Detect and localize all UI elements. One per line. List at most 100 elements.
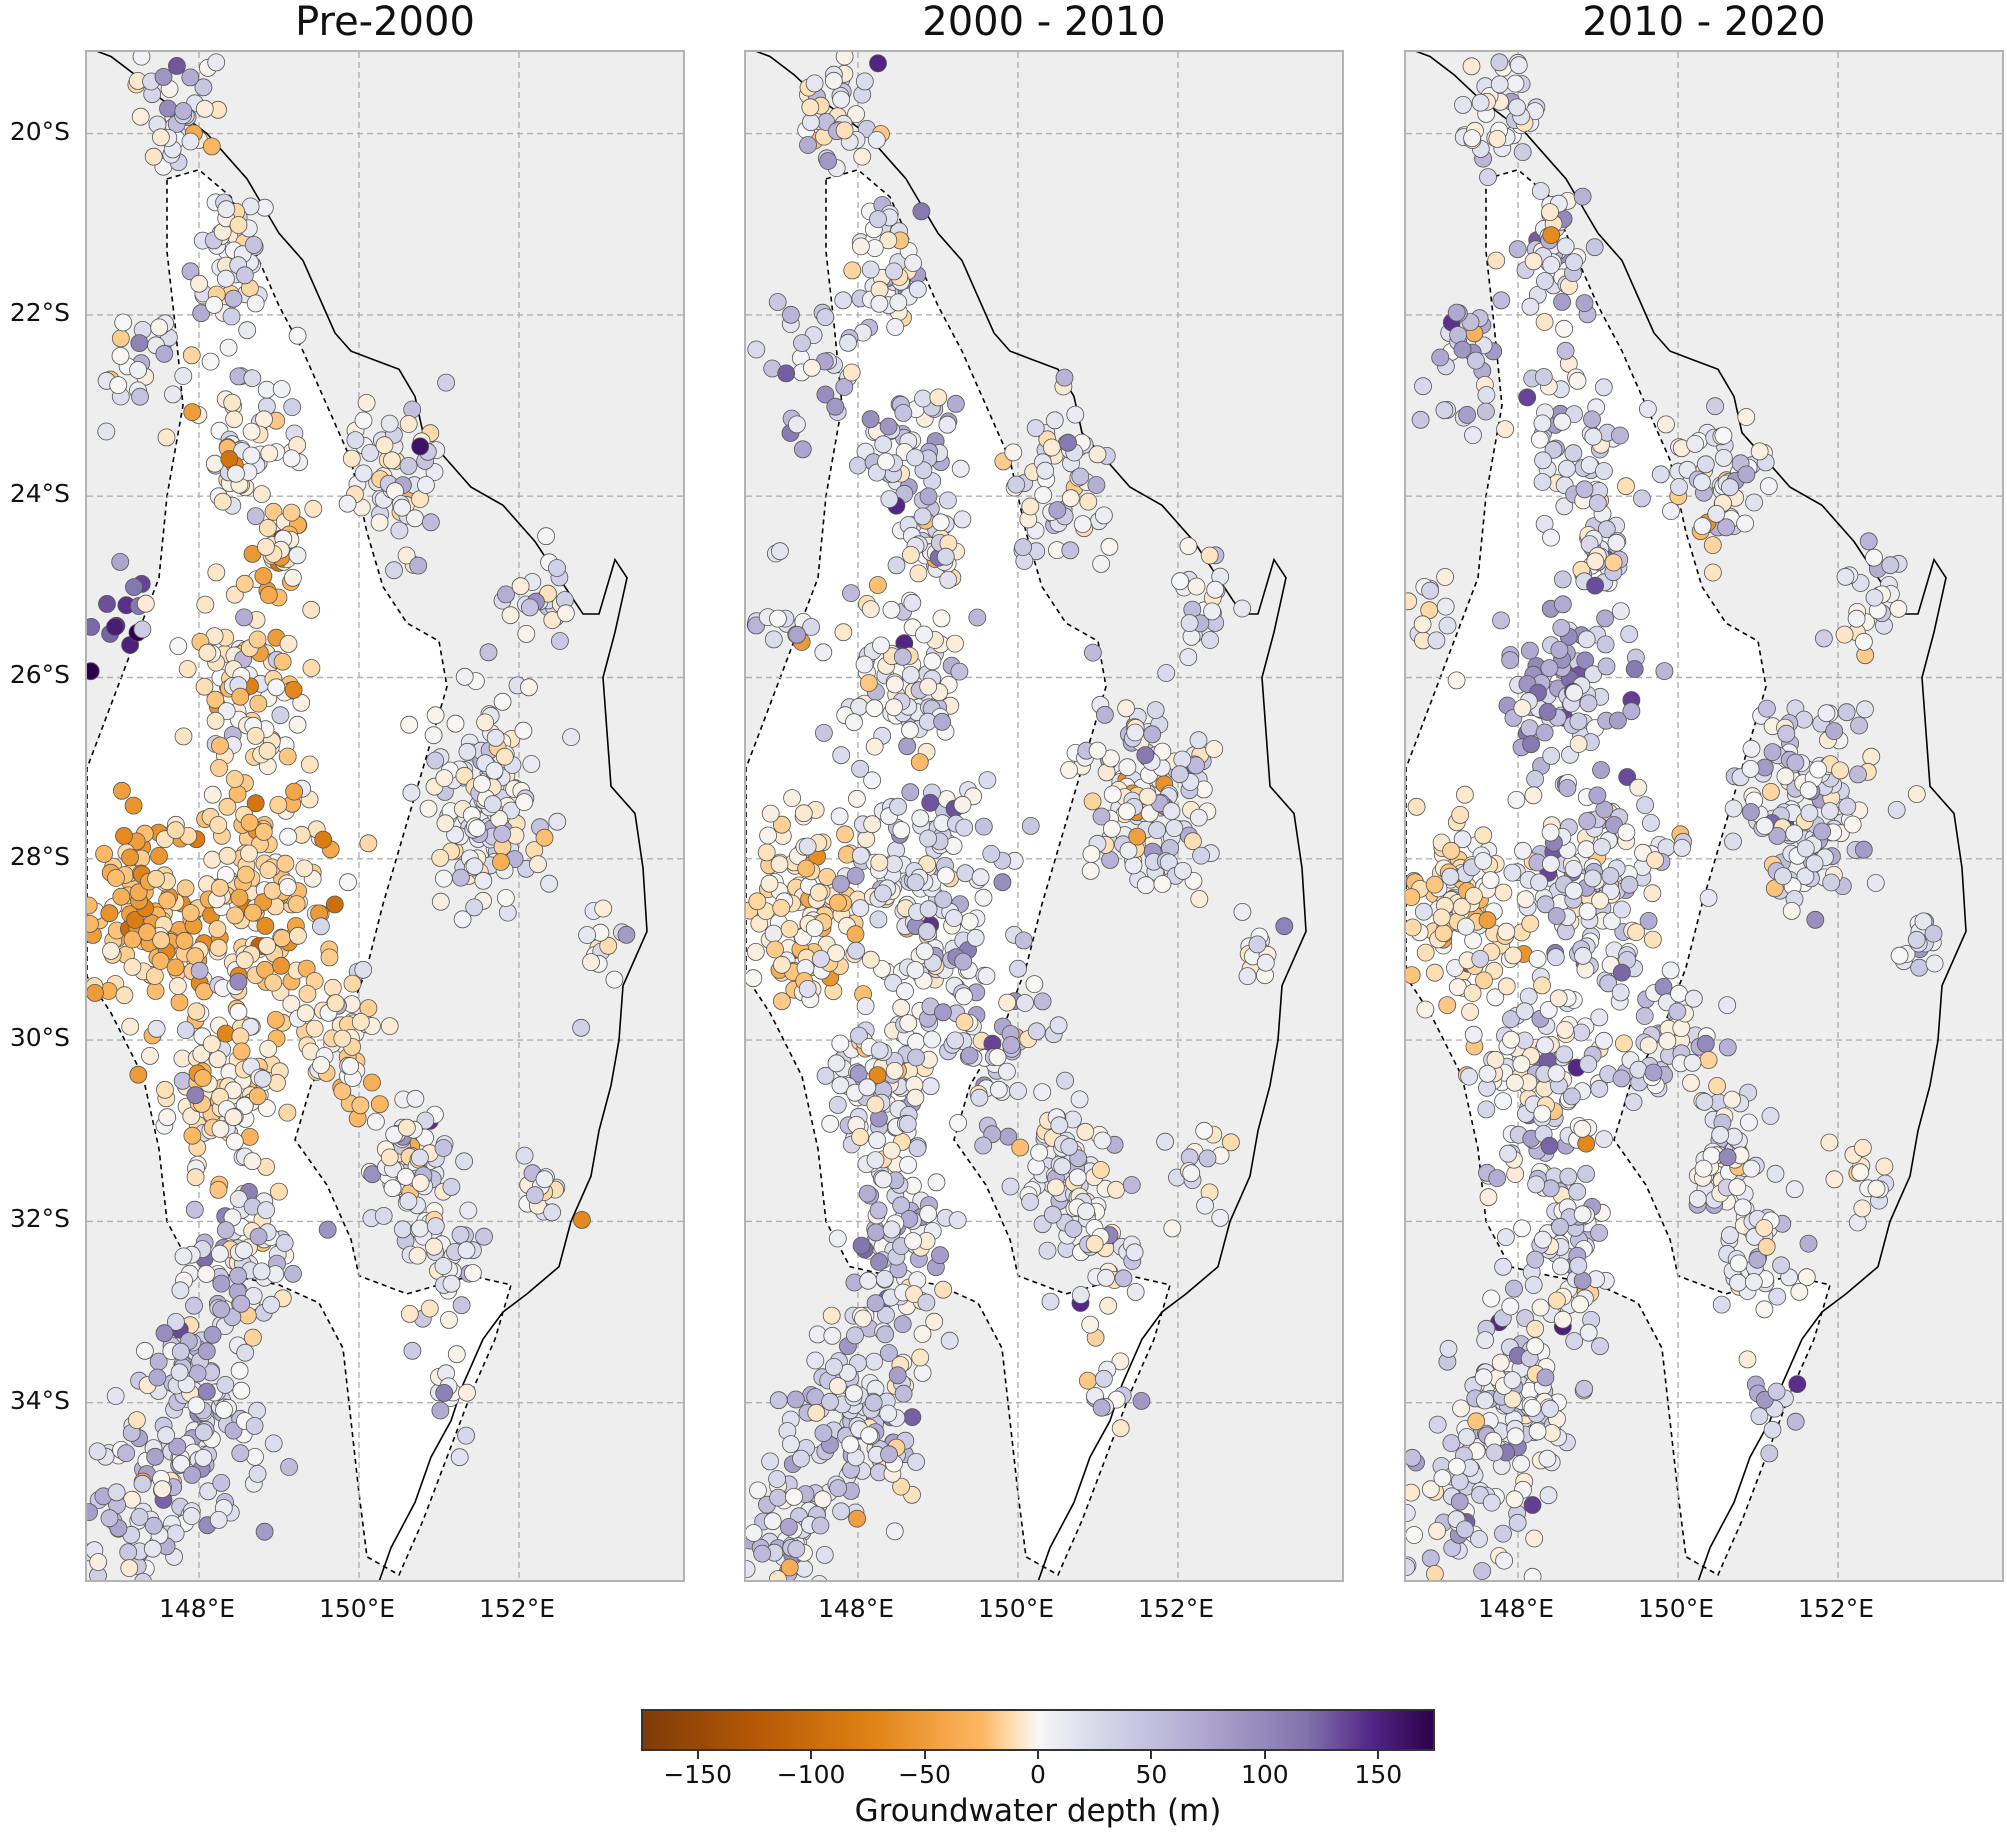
well-point: [931, 513, 950, 532]
well-point: [1583, 410, 1601, 429]
well-point: [280, 1458, 299, 1476]
well-point: [235, 608, 254, 627]
well-point: [269, 796, 288, 814]
well-point: [757, 843, 776, 862]
well-point: [1825, 722, 1844, 740]
well-point: [1481, 871, 1500, 889]
well-point: [1583, 869, 1602, 888]
longitude-tick-label: 150°E: [318, 1594, 395, 1623]
well-point: [1686, 434, 1705, 453]
well-point: [879, 1404, 898, 1423]
well-point: [417, 476, 435, 494]
well-point: [1531, 182, 1550, 200]
well-point: [805, 74, 824, 93]
well-point: [1462, 57, 1481, 76]
well-point: [213, 492, 232, 511]
well-point: [403, 1341, 422, 1360]
well-point: [1416, 943, 1435, 962]
well-point: [1001, 1177, 1020, 1196]
well-point: [1602, 912, 1621, 930]
well-point: [903, 593, 922, 612]
well-point: [483, 795, 502, 813]
well-point: [907, 1048, 926, 1067]
well-point: [1608, 711, 1627, 730]
well-point: [1838, 797, 1857, 816]
well-point: [1866, 874, 1885, 892]
well-point: [1703, 563, 1722, 582]
map-panel-pre-2000[interactable]: [85, 50, 685, 1582]
well-point: [1527, 1175, 1546, 1194]
well-point: [264, 973, 283, 992]
well-point: [89, 1553, 108, 1571]
well-point: [194, 78, 213, 97]
well-point: [107, 869, 125, 887]
well-point: [440, 1311, 458, 1329]
well-point: [1584, 427, 1603, 446]
well-point: [136, 1341, 154, 1360]
well-point: [835, 52, 854, 66]
well-point: [1464, 426, 1482, 445]
well-point: [1494, 883, 1513, 902]
well-point: [1825, 1170, 1844, 1189]
well-point: [1036, 461, 1055, 480]
well-point: [1533, 414, 1552, 433]
well-point: [187, 1396, 206, 1415]
well-point: [1568, 1182, 1587, 1201]
well-point: [195, 99, 214, 118]
well-point: [836, 825, 854, 844]
well-point: [1117, 802, 1136, 821]
well-point: [869, 210, 887, 229]
well-point: [1578, 902, 1597, 921]
well-point: [780, 920, 799, 938]
well-point: [1103, 785, 1122, 804]
well-point: [1822, 873, 1841, 892]
well-point: [816, 1066, 835, 1085]
well-point: [284, 681, 303, 699]
well-point: [919, 487, 938, 506]
well-point: [267, 678, 286, 697]
well-point: [1413, 615, 1432, 634]
well-point: [188, 1364, 207, 1383]
well-point: [978, 771, 997, 789]
well-point: [1639, 1036, 1658, 1055]
well-point: [843, 261, 862, 280]
well-point: [927, 1173, 946, 1192]
well-point: [1083, 792, 1102, 811]
well-point: [1607, 533, 1626, 552]
well-point: [1464, 1025, 1483, 1044]
well-point: [909, 564, 928, 583]
well-point: [1081, 1315, 1100, 1334]
well-point: [1157, 664, 1176, 682]
well-point: [1720, 1226, 1739, 1245]
well-point: [853, 147, 872, 166]
well-point: [400, 715, 419, 734]
well-point: [1851, 1163, 1870, 1182]
well-point: [807, 1403, 826, 1422]
well-point: [1501, 1297, 1520, 1316]
well-point: [1007, 475, 1026, 494]
well-point: [858, 1078, 877, 1097]
map-panel-2010-2020[interactable]: [1404, 50, 2004, 1582]
well-point: [1431, 348, 1450, 367]
well-point: [1467, 351, 1485, 370]
well-point: [282, 449, 301, 468]
well-point: [169, 637, 188, 655]
well-point: [1547, 1064, 1566, 1083]
latitude-tick-label: 32°S: [9, 1204, 70, 1234]
well-point: [115, 827, 133, 845]
well-point: [1474, 826, 1493, 845]
well-point: [1180, 614, 1199, 632]
well-point: [114, 313, 133, 332]
well-point: [1551, 1217, 1569, 1236]
well-point: [141, 1047, 159, 1065]
well-point: [847, 941, 865, 960]
well-point: [1612, 1069, 1631, 1088]
well-point: [1416, 1000, 1435, 1019]
well-point: [1552, 619, 1571, 637]
well-point: [181, 132, 200, 151]
well-point: [1797, 1268, 1816, 1287]
well-point: [799, 136, 817, 154]
map-panel-2000-2010[interactable]: [744, 50, 1344, 1582]
well-point: [772, 899, 791, 917]
well-point: [1092, 807, 1111, 826]
